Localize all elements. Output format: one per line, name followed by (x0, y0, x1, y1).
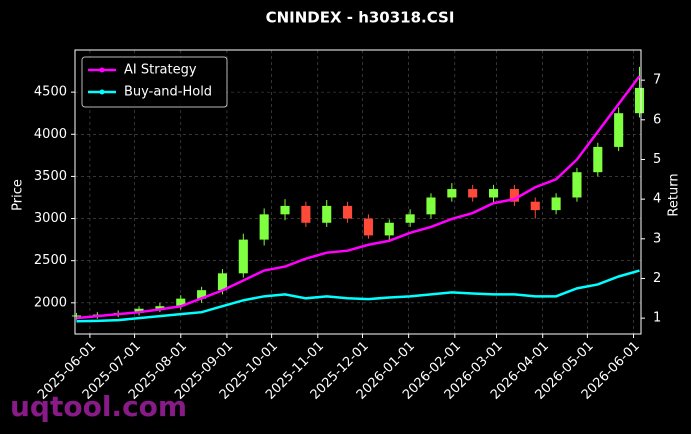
legend-label: Buy-and-Hold (124, 85, 212, 100)
candle-body (384, 222, 394, 236)
candle-body (259, 214, 269, 240)
y2-label: Return (667, 173, 682, 216)
y-tick-label: 4500 (34, 85, 67, 100)
series-line (76, 75, 641, 320)
plot-frame (74, 49, 642, 335)
legend-marker (99, 89, 105, 95)
y2-tick-label: 5 (653, 152, 661, 167)
y2-tick-label: 2 (653, 271, 661, 286)
candle-body (217, 273, 228, 291)
y-tick-label: 2500 (34, 253, 67, 268)
candle-body (468, 189, 478, 198)
y-tick-label: 2000 (34, 295, 67, 310)
y2-tick-label: 4 (653, 192, 661, 207)
candle-body (426, 197, 436, 215)
y-tick-label: 4000 (34, 127, 67, 142)
candle-body (197, 290, 207, 299)
candle-body (447, 189, 457, 198)
candle-body (71, 315, 82, 317)
candle-body (301, 205, 311, 223)
candle-body (593, 146, 603, 173)
series-line (76, 269, 640, 323)
candle-body (614, 113, 624, 147)
candle-body (530, 201, 540, 211)
candle-body (238, 239, 248, 274)
candle-body (363, 218, 373, 236)
candle-body (634, 87, 645, 114)
candle-body (280, 205, 290, 215)
candle-body (176, 298, 186, 307)
y-label: Price (11, 179, 26, 211)
candle-body (322, 205, 332, 223)
y-tick-label: 3000 (34, 211, 67, 226)
candle-body (572, 172, 582, 198)
candle-body (488, 189, 499, 198)
legend-label: AI Strategy (124, 63, 197, 78)
candle-body (509, 189, 519, 202)
candle-body (343, 205, 353, 219)
legend-box (81, 56, 228, 108)
legend-marker (99, 67, 105, 73)
chart-title: CNINDEX - h30318.CSI (266, 9, 455, 27)
candle-body (405, 214, 415, 223)
y2-tick-label: 3 (653, 231, 661, 246)
y2-tick-label: 6 (653, 112, 661, 127)
candle-body (551, 197, 561, 211)
y2-tick-label: 7 (653, 73, 661, 88)
candle-body (134, 308, 144, 313)
y2-tick-label: 1 (653, 311, 661, 326)
y-tick-label: 3500 (34, 169, 67, 184)
watermark: uqtool.com (10, 390, 187, 423)
candle-body (155, 306, 165, 309)
